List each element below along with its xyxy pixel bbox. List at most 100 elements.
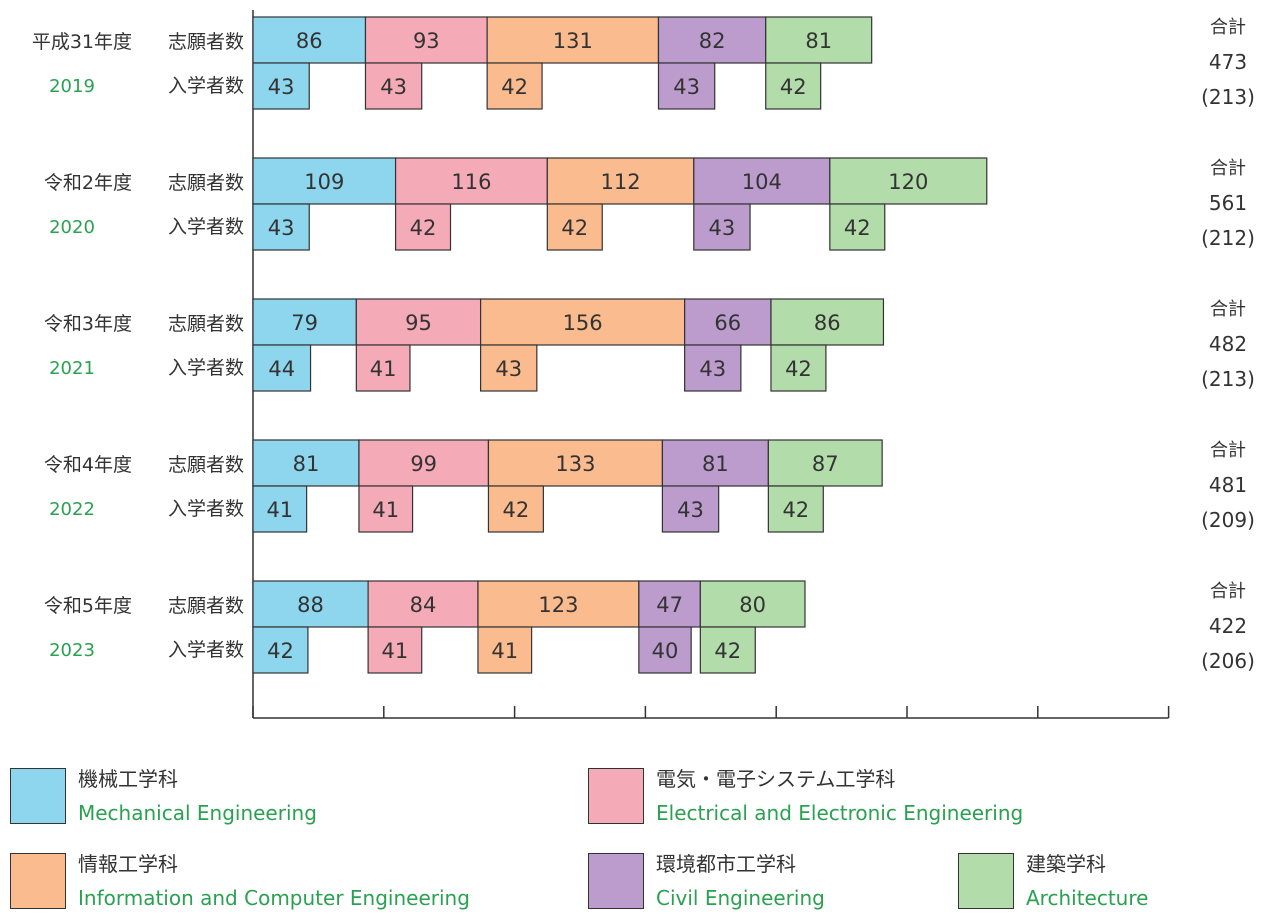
year-2020-admitted-bar [829,203,886,251]
year-2019-applicants-bar [486,16,660,64]
year-2022-applicants-bar [767,439,883,487]
total-admitted-value: (213) [1201,367,1255,391]
year-label: 令和2年度 [44,172,132,194]
year-number: 2020 [49,217,95,238]
year-2023-applicants-bar [477,580,640,628]
year-label: 令和5年度 [44,595,132,617]
year-2020-admitted-value: 43 [268,216,295,240]
year-2022-admitted-bar [487,485,544,533]
year-label: 令和4年度 [44,454,132,476]
total-applicants-value: 422 [1209,614,1247,638]
year-2021-applicants-bar [252,298,357,346]
year-2022-applicants-bar [487,439,664,487]
legend-item-architecture: 建築学科 Architecture [958,852,1149,915]
year-2023-applicants-value: 84 [410,593,437,617]
total-applicants-value: 561 [1209,191,1247,215]
year-2022-applicants-value: 133 [555,452,595,476]
year-2020-admitted-value: 42 [410,216,437,240]
year-2023-admitted-value: 41 [382,639,409,663]
year-2022-admitted-bar [252,485,308,533]
total-applicants-value: 482 [1209,332,1247,356]
legend-swatch-information [10,853,66,909]
legend-label-en: Information and Computer Engineering [78,886,470,910]
year-2023-admitted-value: 41 [491,639,518,663]
year-2022-admitted-value: 42 [503,498,530,522]
year-2019-applicants-value: 86 [296,29,323,53]
total-applicants-value: 473 [1209,50,1247,74]
legend-item-electrical: 電気・電子システム工学科 Electrical and Electronic E… [588,767,1024,830]
total-label: 合計 [1210,299,1246,320]
legend-label-en: Civil Engineering [656,886,825,910]
legend-label-jp: 環境都市工学科 [656,852,796,876]
year-2021-admitted-value: 44 [268,357,295,381]
year-2020-applicants-bar [252,157,397,205]
year-label: 平成31年度 [32,31,132,53]
legend-item-mechanical: 機械工学科 Mechanical Engineering [10,767,317,830]
total-admitted-value: (213) [1201,85,1255,109]
year-2020-applicants-value: 120 [888,170,928,194]
year-2023-applicants-bar [252,580,369,628]
year-2022-admitted-value: 41 [372,498,399,522]
year-2022-applicants-value: 99 [410,452,437,476]
year-2020-admitted-value: 43 [709,216,736,240]
year-number: 2022 [49,499,95,520]
year-2021-applicants-bar [684,298,772,346]
year-2021-admitted-value: 43 [699,357,726,381]
year-2020-applicants-bar [693,157,831,205]
year-2019-applicants-value: 82 [699,29,726,53]
legend-label-en: Mechanical Engineering [78,801,317,825]
total-label: 合計 [1210,581,1246,602]
year-2022-applicants-value: 81 [293,452,320,476]
year-2023-applicants-bar [699,580,806,628]
admissions-chart: 0100200300400500600700平成31年度2019志願者数入学者数… [32,10,1255,719]
year-2023-applicants-value: 80 [739,593,766,617]
year-2020-admitted-bar [693,203,751,251]
year-2020-applicants-value: 116 [451,170,491,194]
year-2019-admitted-value: 42 [501,75,528,99]
applicants-row-label: 志願者数 [168,595,244,617]
year-2023-admitted-value: 40 [652,639,679,663]
total-label: 合計 [1210,158,1246,179]
year-2021-applicants-value: 95 [405,311,432,335]
year-2019-admitted-bar [252,62,310,110]
year-number: 2021 [49,358,95,379]
applicants-row-label: 志願者数 [168,454,244,476]
year-2022-admitted-value: 42 [782,498,809,522]
year-2021-admitted-bar [252,344,312,392]
year-2021-admitted-value: 41 [370,357,397,381]
year-2019-admitted-bar [486,62,543,110]
admitted-row-label: 入学者数 [168,639,244,661]
legend-label-en: Electrical and Electronic Engineering [656,801,1024,825]
year-2019-applicants-bar [657,16,767,64]
year-2020-applicants-bar [829,157,988,205]
year-2019-applicants-value: 93 [413,29,440,53]
year-2020-admitted-bar [394,203,452,251]
year-2021-applicants-value: 79 [291,311,318,335]
year-2023-admitted-bar [367,626,423,674]
total-label: 合計 [1210,17,1246,38]
year-2021-admitted-bar [770,344,827,392]
legend-label-en: Architecture [1026,886,1149,910]
year-2019-admitted-value: 43 [268,75,295,99]
year-2021-admitted-bar [355,344,411,392]
legend-swatch-architecture [958,853,1014,909]
year-2019-admitted-value: 43 [673,75,700,99]
year-2019-admitted-bar [364,62,423,110]
admitted-row-label: 入学者数 [168,75,244,97]
legend-label-jp: 機械工学科 [78,767,178,791]
year-2019-applicants-bar [364,16,488,64]
admitted-row-label: 入学者数 [168,357,244,379]
legend-label-jp: 電気・電子システム工学科 [656,767,896,791]
year-2023-admitted-bar [699,626,756,674]
year-2023-applicants-value: 47 [656,593,683,617]
applicants-row-label: 志願者数 [168,313,244,335]
year-2021-admitted-bar [684,344,742,392]
legend-item-civil: 環境都市工学科 Civil Engineering [588,852,825,915]
year-2019-applicants-bar [765,16,873,64]
year-2022-applicants-value: 87 [812,452,839,476]
year-2023-admitted-bar [638,626,692,674]
admitted-row-label: 入学者数 [168,216,244,238]
year-2022-admitted-value: 41 [266,498,293,522]
year-2020-applicants-bar [546,157,695,205]
year-2021-applicants-bar [479,298,686,346]
